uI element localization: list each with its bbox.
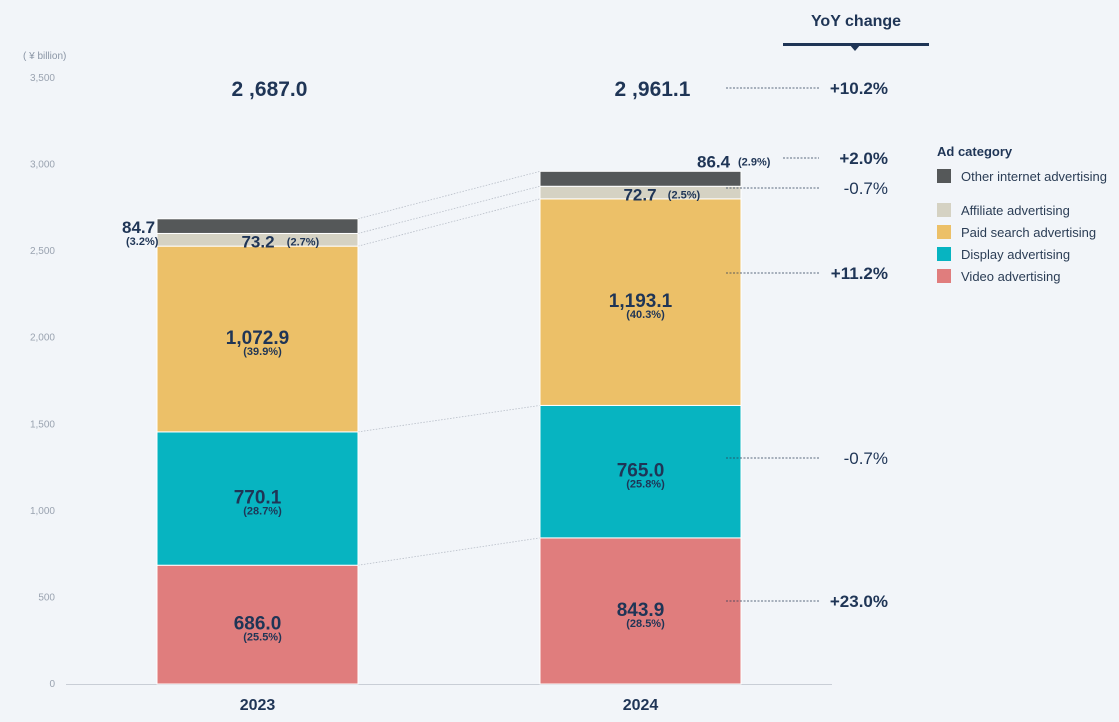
y-tick-label: 0 — [49, 679, 55, 690]
legend-swatch — [937, 247, 951, 261]
yoy-header-notch — [849, 44, 861, 51]
x-tick-label: 2023 — [240, 697, 276, 714]
data-value-label: 770.1 — [234, 488, 282, 509]
legend-swatch — [937, 269, 951, 283]
data-value-label: 1,072.9 — [226, 328, 289, 349]
bar-segment — [156, 245, 359, 433]
data-value-label: 765.0 — [617, 461, 665, 482]
data-share-label: (2.7%) — [287, 236, 320, 248]
y-tick-label: 3,000 — [30, 160, 55, 171]
bar-segment — [156, 218, 359, 234]
data-value-label: 686.0 — [234, 614, 282, 635]
legend-label: Affiliate advertising — [961, 202, 1070, 218]
data-share-label: (25.5%) — [243, 632, 282, 644]
data-share-label: (2.5%) — [668, 189, 701, 201]
bar-segment — [539, 404, 742, 539]
data-share-label: (40.3%) — [626, 309, 665, 321]
y-tick-label: 1,000 — [30, 506, 55, 517]
segment-connector-line — [357, 198, 541, 247]
data-share-label: (39.9%) — [243, 346, 282, 358]
legend-item: Affiliate advertising — [937, 201, 1070, 219]
data-share-label: (2.9%) — [738, 156, 771, 168]
y-axis-unit-label: ( ¥ billion) — [23, 51, 67, 62]
data-value-label: 73.2 — [241, 232, 274, 251]
legend-label: Other internet advertising — [961, 168, 1107, 184]
data-share-label: (28.5%) — [626, 618, 665, 630]
data-value-label: 84.7 — [122, 218, 155, 237]
legend-swatch — [937, 225, 951, 239]
yoy-value-label: +11.2% — [831, 264, 888, 283]
yoy-value-label: +10.2% — [830, 79, 888, 98]
bar-total-label: 2 ,961.1 — [615, 78, 691, 101]
y-tick-label: 2,000 — [30, 333, 55, 344]
legend-title: Ad category — [937, 144, 1013, 159]
bar-segment — [156, 564, 359, 685]
legend-item: Other internet advertising — [937, 167, 1107, 185]
yoy-value-label: -0.7% — [844, 449, 888, 468]
bar-segment — [539, 537, 742, 685]
bar-segment — [539, 170, 742, 187]
legend-item: Video advertising — [937, 267, 1061, 285]
segment-connector-line — [357, 537, 541, 566]
legend-swatch — [937, 169, 951, 183]
data-share-label: (3.2%) — [126, 236, 159, 248]
legend-label: Display advertising — [961, 246, 1071, 262]
legend-swatch — [937, 203, 951, 217]
data-value-label: 86.4 — [697, 152, 731, 171]
bar-total-label: 2 ,687.0 — [232, 78, 308, 101]
segment-connector-line — [357, 170, 541, 220]
yoy-value-label: -0.7% — [844, 179, 888, 198]
yoy-value-label: +23.0% — [830, 592, 888, 611]
y-tick-label: 500 — [38, 592, 55, 603]
data-value-label: 1,193.1 — [609, 291, 673, 312]
legend-label: Video advertising — [961, 268, 1061, 284]
y-tick-label: 1,500 — [30, 419, 55, 430]
yoy-change-title: YoY change — [810, 13, 902, 30]
bar-segment — [156, 431, 359, 566]
segment-connector-line — [357, 185, 541, 234]
x-tick-label: 2024 — [623, 697, 659, 714]
y-tick-label: 2,500 — [30, 246, 55, 257]
data-share-label: (25.8%) — [626, 479, 665, 491]
data-value-label: 843.9 — [617, 600, 665, 621]
segment-connector-line — [357, 405, 541, 433]
yoy-value-label: +2.0% — [839, 149, 888, 168]
legend-item: Display advertising — [937, 245, 1070, 263]
y-tick-label: 3,500 — [30, 73, 55, 84]
data-share-label: (28.7%) — [243, 506, 282, 518]
data-value-label: 72.7 — [623, 185, 656, 204]
bar-segment — [539, 198, 742, 406]
legend-label: Paid search advertising — [961, 224, 1097, 240]
legend-item: Paid search advertising — [937, 223, 1096, 241]
